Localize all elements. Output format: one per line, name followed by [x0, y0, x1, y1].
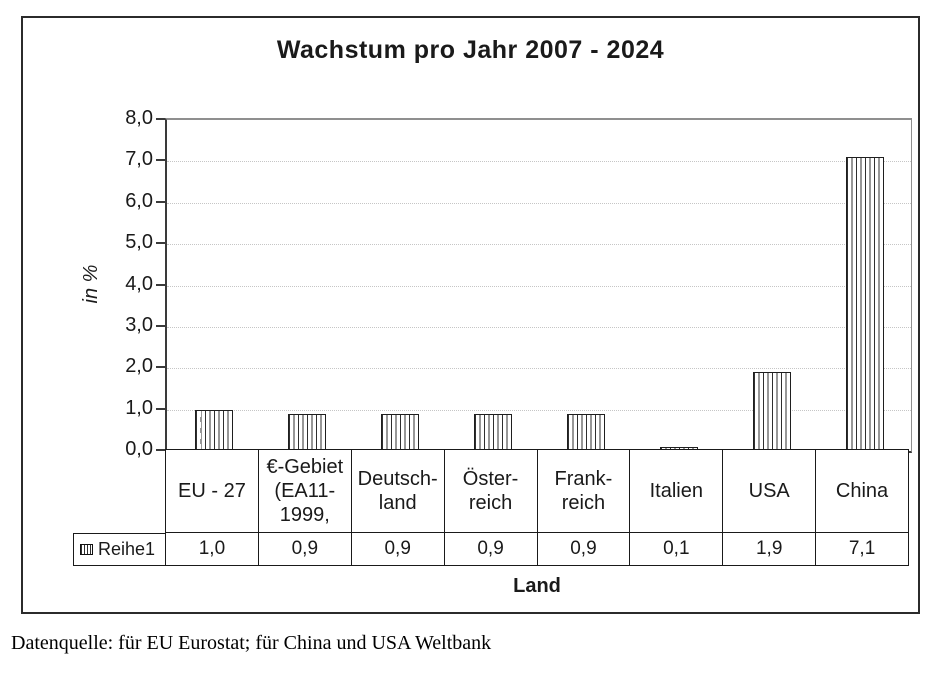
y-tick-label: 4,0 [125, 272, 153, 295]
y-tick-label: 0,0 [125, 438, 153, 460]
category-cell: €-Gebiet (EA11- 1999, [257, 450, 351, 532]
bar-Frankreich [566, 413, 605, 451]
legend-cell: Reihe1 [73, 533, 166, 566]
gridline [167, 161, 911, 163]
bar-€-Gebiet (EA11-1999, [287, 413, 326, 451]
y-tick-mark [156, 242, 165, 245]
y-tick-label: 5,0 [125, 231, 153, 254]
gridline [167, 202, 911, 204]
y-tick-mark [156, 449, 165, 451]
y-tick-mark [156, 200, 165, 203]
chart-frame: Wachstum pro Jahr 2007 - 2024 in % 0,0 1,… [21, 16, 920, 614]
y-tick-label: 7,0 [125, 148, 153, 171]
gridline [167, 285, 911, 287]
legend-series-label: Reihe1 [98, 539, 156, 559]
bar-Deutschland [380, 413, 419, 451]
value-cell: 0,9 [350, 533, 444, 565]
y-tick-label: 6,0 [125, 189, 153, 212]
data-source-note: Datenquelle: für EU Eurostat; für China … [11, 632, 492, 654]
category-header-row: EU - 27 €-Gebiet (EA11- 1999, Deutsch- lan… [165, 449, 909, 533]
plot-area [165, 118, 912, 453]
value-cell: 0,9 [257, 533, 351, 565]
category-cell: Deutsch- land [350, 450, 444, 532]
value-cell: 7,1 [815, 533, 908, 565]
category-cell: Öster- reich [443, 450, 537, 532]
bar-USA [752, 372, 791, 451]
y-tick-mark [156, 366, 165, 369]
y-tick-label: 3,0 [125, 313, 153, 336]
gridline [167, 244, 911, 246]
y-tick-label: 1,0 [125, 396, 153, 419]
gridline [167, 409, 911, 411]
y-tick-mark [156, 283, 165, 286]
bar-Österreich [473, 413, 512, 451]
y-tick-mark [156, 407, 165, 410]
category-cell: Frank- reich [536, 450, 630, 532]
x-axis-title: Land [513, 575, 561, 597]
y-tick-mark [156, 159, 165, 162]
value-cell: 0,1 [629, 533, 722, 565]
y-tick-mark [156, 324, 165, 327]
y-tick-label: 2,0 [125, 355, 153, 378]
category-cell: China [815, 450, 908, 532]
gridline [167, 368, 911, 370]
value-row: 1,0 0,9 0,9 0,9 0,9 0,1 1,9 7,1 [165, 533, 909, 566]
bar-China [845, 157, 884, 451]
value-cell: 1,9 [722, 533, 815, 565]
y-tick-label: 8,0 [125, 107, 153, 129]
y-tick-mark [156, 118, 165, 120]
y-axis-title: in % [80, 264, 102, 304]
gridline [167, 326, 911, 328]
category-cell: Italien [629, 450, 722, 532]
hatched-bar-swatch-icon [80, 544, 93, 555]
category-cell: USA [722, 450, 815, 532]
value-cell: 1,0 [198, 538, 226, 559]
value-cell: 0,9 [443, 533, 537, 565]
value-cell: 0,9 [536, 533, 630, 565]
bar-dash-artifact [198, 410, 201, 450]
chart-title: Wachstum pro Jahr 2007 - 2024 [276, 36, 665, 64]
category-cell: EU - 27 [178, 480, 246, 502]
bar-EU - 27 [194, 409, 233, 451]
